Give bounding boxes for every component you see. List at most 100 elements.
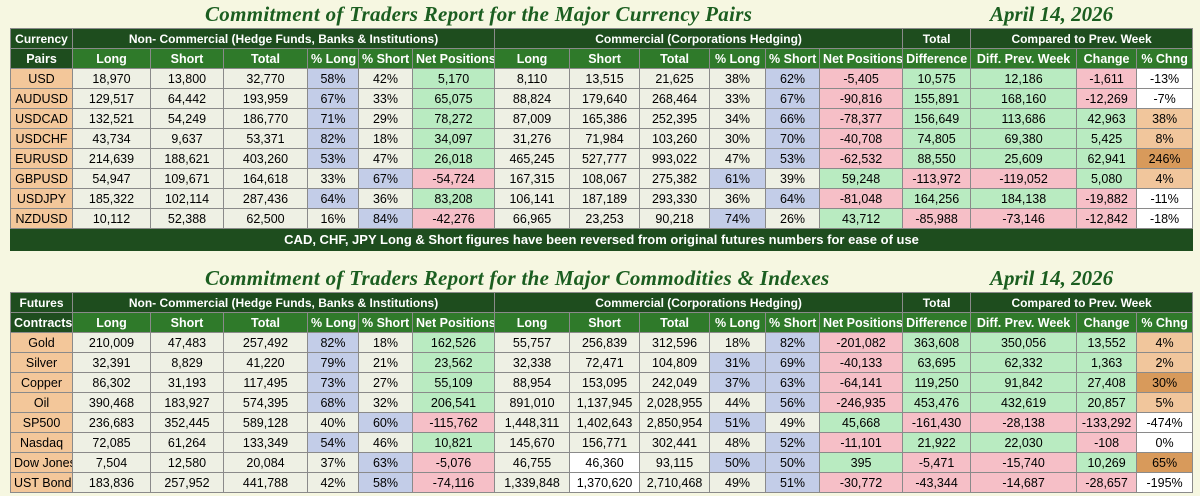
table-cell[interactable]: 312,596 — [639, 332, 711, 353]
row-label[interactable]: USD — [10, 68, 73, 89]
table-cell[interactable]: -28,657 — [1076, 472, 1138, 493]
table-cell[interactable]: 293,330 — [639, 188, 711, 209]
table-cell[interactable]: 65,075 — [411, 88, 496, 109]
table-cell[interactable]: 38% — [1136, 108, 1194, 129]
table-cell[interactable]: 168,160 — [970, 88, 1078, 109]
table-cell[interactable]: 30% — [1136, 372, 1194, 393]
table-cell[interactable]: 21,625 — [639, 68, 711, 89]
table-cell[interactable]: 206,541 — [411, 392, 496, 413]
table-cell[interactable]: 390,468 — [72, 392, 151, 413]
table-cell[interactable]: 268,464 — [639, 88, 711, 109]
table-cell[interactable]: 119,250 — [902, 372, 972, 393]
table-cell[interactable]: 40% — [307, 412, 359, 433]
table-cell[interactable]: -15,740 — [970, 452, 1078, 473]
table-cell[interactable]: 1,137,945 — [569, 392, 641, 413]
table-cell[interactable]: -113,972 — [902, 168, 972, 189]
table-cell[interactable]: 22,030 — [970, 432, 1078, 453]
table-cell[interactable]: 58% — [307, 68, 359, 89]
table-cell[interactable]: 36% — [358, 188, 413, 209]
table-cell[interactable]: -201,082 — [819, 332, 904, 353]
table-cell[interactable]: 183,836 — [72, 472, 151, 493]
table-cell[interactable]: 41,220 — [223, 352, 308, 373]
table-cell[interactable]: 69,380 — [970, 128, 1078, 149]
table-cell[interactable]: 891,010 — [494, 392, 571, 413]
table-cell[interactable]: 71,984 — [569, 128, 641, 149]
table-cell[interactable]: -11,101 — [819, 432, 904, 453]
table-cell[interactable]: -5,076 — [411, 452, 496, 473]
table-cell[interactable]: -28,138 — [970, 412, 1078, 433]
table-cell[interactable]: -1,611 — [1076, 68, 1138, 89]
table-cell[interactable]: 33% — [709, 88, 767, 109]
table-cell[interactable]: 21% — [358, 352, 413, 373]
table-cell[interactable]: 246% — [1136, 148, 1194, 169]
table-cell[interactable]: 42% — [307, 472, 359, 493]
row-label[interactable]: GBPUSD — [10, 168, 73, 189]
table-cell[interactable]: 104,809 — [639, 352, 711, 373]
table-cell[interactable]: 162,526 — [411, 332, 496, 353]
table-cell[interactable]: 55,109 — [411, 372, 496, 393]
table-cell[interactable]: 55,757 — [494, 332, 571, 353]
table-cell[interactable]: 43,712 — [819, 208, 904, 229]
table-cell[interactable]: 38% — [709, 68, 767, 89]
table-cell[interactable]: 67% — [765, 88, 821, 109]
table-cell[interactable]: 46,360 — [569, 452, 641, 473]
table-cell[interactable]: 32,770 — [223, 68, 308, 89]
row-label[interactable]: Gold — [10, 332, 73, 353]
table-cell[interactable]: 453,476 — [902, 392, 972, 413]
table-cell[interactable]: 2% — [1136, 352, 1194, 373]
table-cell[interactable]: -81,048 — [819, 188, 904, 209]
table-cell[interactable]: 50% — [709, 452, 767, 473]
table-cell[interactable]: 108,067 — [569, 168, 641, 189]
table-cell[interactable]: 63% — [765, 372, 821, 393]
table-cell[interactable]: 8,110 — [494, 68, 571, 89]
table-cell[interactable]: 27,408 — [1076, 372, 1138, 393]
table-cell[interactable]: 62% — [765, 68, 821, 89]
table-cell[interactable]: 133,349 — [223, 432, 308, 453]
table-cell[interactable]: 88,824 — [494, 88, 571, 109]
table-cell[interactable]: 155,891 — [902, 88, 972, 109]
table-cell[interactable]: 188,621 — [150, 148, 224, 169]
table-cell[interactable]: 5,425 — [1076, 128, 1138, 149]
row-label[interactable]: AUDUSD — [10, 88, 73, 109]
table-cell[interactable]: 0% — [1136, 432, 1194, 453]
table-cell[interactable]: 47% — [358, 148, 413, 169]
table-cell[interactable]: 145,670 — [494, 432, 571, 453]
table-cell[interactable]: 32,391 — [72, 352, 151, 373]
table-cell[interactable]: 574,395 — [223, 392, 308, 413]
table-cell[interactable]: 18% — [358, 332, 413, 353]
table-cell[interactable]: -90,816 — [819, 88, 904, 109]
table-cell[interactable]: 156,771 — [569, 432, 641, 453]
table-cell[interactable]: 42% — [358, 68, 413, 89]
table-cell[interactable]: 236,683 — [72, 412, 151, 433]
table-cell[interactable]: 69% — [765, 352, 821, 373]
table-cell[interactable]: 86,302 — [72, 372, 151, 393]
table-cell[interactable]: 164,256 — [902, 188, 972, 209]
row-label[interactable]: Nasdaq — [10, 432, 73, 453]
table-cell[interactable]: 403,260 — [223, 148, 308, 169]
table-cell[interactable]: 164,618 — [223, 168, 308, 189]
table-cell[interactable]: 61,264 — [150, 432, 224, 453]
table-cell[interactable]: 7,504 — [72, 452, 151, 473]
table-cell[interactable]: -54,724 — [411, 168, 496, 189]
table-cell[interactable]: -13% — [1136, 68, 1194, 89]
table-cell[interactable]: 64% — [765, 188, 821, 209]
row-label[interactable]: NZDUSD — [10, 208, 73, 229]
table-cell[interactable]: 9,637 — [150, 128, 224, 149]
table-cell[interactable]: 350,056 — [970, 332, 1078, 353]
table-cell[interactable]: 4% — [1136, 168, 1194, 189]
table-cell[interactable]: 275,382 — [639, 168, 711, 189]
table-cell[interactable]: 52,388 — [150, 208, 224, 229]
table-cell[interactable]: 66% — [765, 108, 821, 129]
table-cell[interactable]: -5,405 — [819, 68, 904, 89]
table-cell[interactable]: 5% — [1136, 392, 1194, 413]
table-cell[interactable]: -18% — [1136, 208, 1194, 229]
table-cell[interactable]: 10,821 — [411, 432, 496, 453]
table-cell[interactable]: 47,483 — [150, 332, 224, 353]
table-cell[interactable]: 109,671 — [150, 168, 224, 189]
table-cell[interactable]: 185,322 — [72, 188, 151, 209]
row-label[interactable]: Silver — [10, 352, 73, 373]
row-label[interactable]: Oil — [10, 392, 73, 413]
table-cell[interactable]: 31,276 — [494, 128, 571, 149]
table-cell[interactable]: 90,218 — [639, 208, 711, 229]
table-cell[interactable]: 8,829 — [150, 352, 224, 373]
